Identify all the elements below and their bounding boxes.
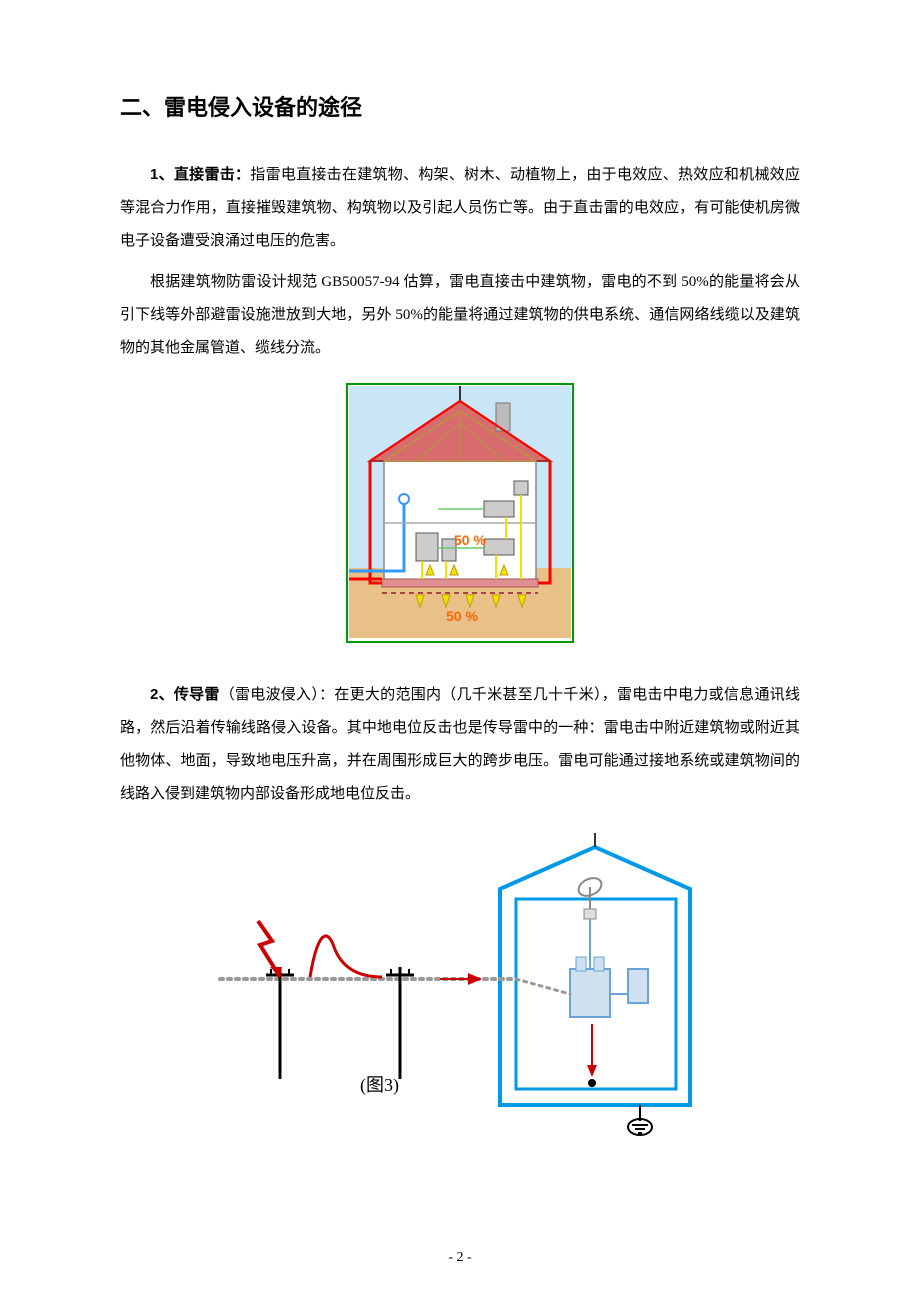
svg-text:50 %: 50 %: [446, 608, 478, 624]
para1-lead: 1、直接雷击：: [150, 166, 250, 183]
document-page: 二、雷电侵入设备的途径 1、直接雷击：指雷电直接击在建筑物、构架、树木、动植物上…: [0, 0, 920, 1302]
page-number: - 2 -: [0, 1250, 920, 1266]
paragraph-2: 根据建筑物防雷设计规范 GB50057-94 估算，雷电直接击中建筑物，雷电的不…: [120, 266, 800, 365]
section-heading: 二、雷电侵入设备的途径: [120, 90, 800, 122]
figure-1-house-diagram: 50 % 50 %: [346, 383, 574, 643]
figure-2-wrap: (图3): [120, 829, 800, 1144]
para3-lead: 2、传导雷: [150, 686, 220, 703]
paragraph-3: 2、传导雷（雷电波侵入）：在更大的范围内（几千米甚至几十千米），雷电击中电力或信…: [120, 678, 800, 811]
figure-1-wrap: 50 % 50 %: [120, 383, 800, 648]
para3-body: 在更大的范围内（几千米甚至几十千米），雷电击中电力或信息通讯线路，然后沿着传输线…: [120, 687, 800, 802]
paragraph-1: 1、直接雷击：指雷电直接击在建筑物、构架、树木、动植物上，由于电效应、热效应和机…: [120, 158, 800, 258]
svg-text:(图3): (图3): [360, 1075, 399, 1096]
figure-2-conduction-diagram: (图3): [210, 829, 710, 1139]
svg-text:50 %: 50 %: [454, 532, 486, 548]
para3-paren: （雷电波侵入）：: [220, 687, 335, 703]
